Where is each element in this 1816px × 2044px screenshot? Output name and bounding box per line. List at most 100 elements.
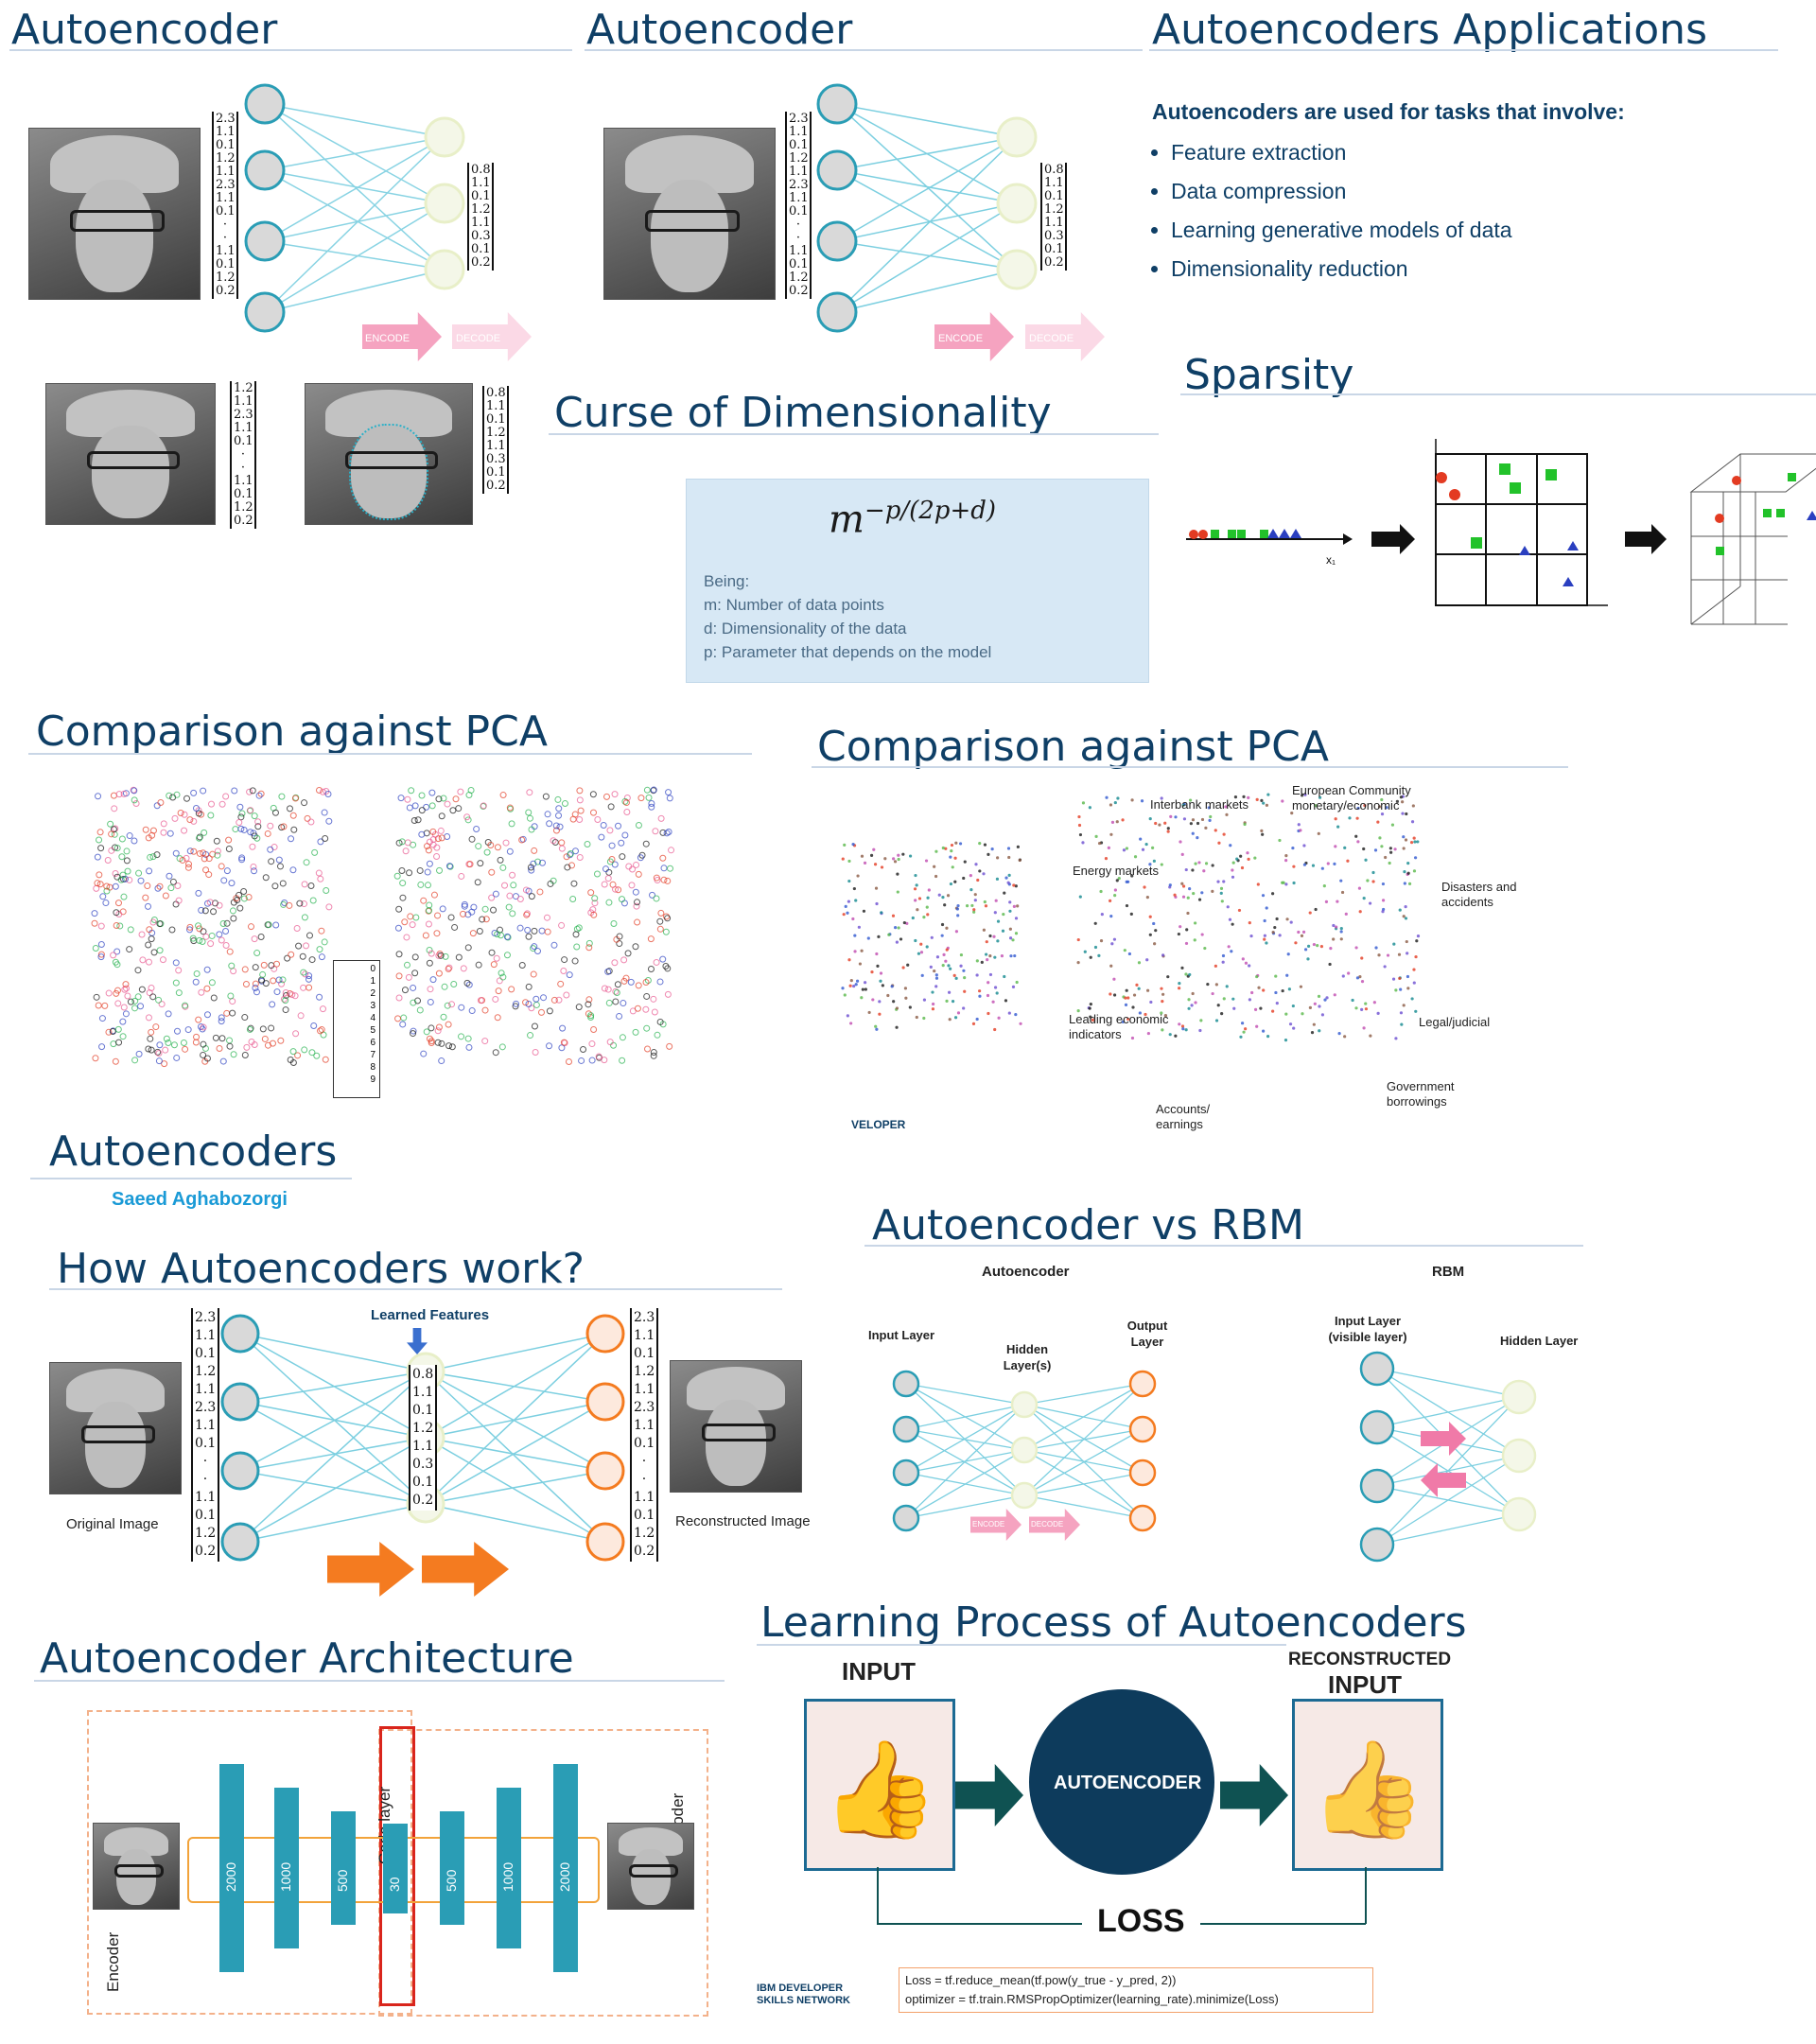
legend-entry: 6 — [370, 1038, 375, 1048]
vector-entry: 0.2 — [1044, 255, 1064, 270]
slide-sparsity: Sparsity x₁ — [1173, 341, 1816, 690]
rbm-hidden-label: Hidden Layer — [1500, 1334, 1579, 1348]
original-label: Original Image — [66, 1516, 159, 1532]
formula: m−p/(2p+d) — [829, 497, 996, 541]
vector-entry: 1.2 — [234, 500, 253, 515]
encode-label: ENCODE — [972, 1520, 1005, 1529]
vector-entry: 0.2 — [195, 1544, 217, 1559]
vector-entry: 1.2 — [195, 1364, 217, 1379]
vector-entry: 1.1 — [634, 1328, 655, 1343]
vector-entry: 1.1 — [789, 125, 809, 139]
vector-entry: 1.2 — [412, 1421, 434, 1436]
vector-entry: 1.2 — [634, 1364, 655, 1379]
vector-entry: 1.1 — [216, 165, 236, 179]
def-line: p: Parameter that depends on the model — [704, 643, 992, 661]
vector-entry: 2.3 — [634, 1400, 655, 1415]
reconstructed-heading-2: INPUT — [1328, 1670, 1402, 1699]
title-rule — [9, 49, 572, 51]
layer-bar — [383, 1823, 408, 1913]
vector-entry: 0.2 — [412, 1493, 434, 1508]
vector-entry: 2.3 — [634, 1310, 655, 1325]
cluster-label: Energy markets — [1073, 864, 1160, 878]
lead-text: Autoencoders are used for tasks that inv… — [1152, 99, 1625, 124]
vector-entry: 0.3 — [412, 1457, 434, 1472]
vector-entry: 1.2 — [789, 151, 809, 166]
vector-entry: 2.3 — [234, 408, 253, 422]
input-vector: 2.3 1.1 0.1 1.2 1.1 2.3 1.1 0.1 · · 1.1 0.1 1.2 0.2 — [212, 112, 238, 299]
vector-entry: 0.1 — [216, 204, 236, 218]
network-diagram — [220, 1314, 625, 1562]
def-line: m: Number of data points — [704, 596, 884, 614]
title-rule — [585, 49, 1143, 51]
vector-entry: 0.2 — [216, 284, 236, 298]
slide-autoencoder-a: Autoencoder 2.3 1.1 0.1 1.2 1.1 2.3 1.1 0.1 · · 1.… — [0, 0, 577, 539]
vector-entry: 1.1 — [634, 1418, 655, 1433]
vector-entry: · — [641, 1472, 647, 1487]
list-item: Data compression — [1171, 179, 1512, 204]
vector-entry: 0.1 — [471, 189, 491, 203]
network-diagram — [244, 83, 465, 333]
code-line: Loss = tf.reduce_mean(tf.pow(y_true - y_… — [905, 1973, 1177, 1987]
thumbs-up-icon: 👍 — [821, 1734, 939, 1844]
portrait-photo — [28, 128, 201, 300]
vector-entry: 1.1 — [216, 191, 236, 205]
title-rule — [1180, 393, 1816, 395]
vector-entry: 2.3 — [195, 1310, 217, 1325]
title-rule — [864, 1245, 1583, 1247]
vector-entry: 1.1 — [486, 439, 506, 453]
vector-entry: 1.1 — [216, 125, 236, 139]
vector-entry: 1.2 — [486, 426, 506, 440]
def-line: d: Dimensionality of the data — [704, 620, 907, 638]
layer-bar — [331, 1811, 356, 1925]
learned-features-label: Learned Features — [371, 1307, 490, 1323]
reconstructed-label: Reconstructed Image — [675, 1513, 811, 1529]
code-line: optimizer = tf.train.RMSPropOptimizer(le… — [905, 1992, 1279, 2006]
autoencoder-network — [892, 1370, 1157, 1532]
vector-entry: 1.2 — [471, 202, 491, 217]
formula-exponent: −p/(2p+d) — [864, 497, 997, 525]
vector-entry: 0.1 — [789, 257, 809, 271]
legend-entry: 0 — [370, 964, 375, 974]
vector-entry: · — [202, 1454, 208, 1469]
decode-label: DECODE — [1031, 1520, 1064, 1529]
vector-entry: 0.2 — [486, 479, 506, 493]
small-vector: 1.2 1.1 2.3 1.1 0.1 · · 1.1 0.1 1.2 0.2 — [230, 381, 256, 529]
title-rule — [549, 433, 1159, 435]
vector-entry: 1.2 — [216, 151, 236, 166]
cluster-label: Government borrowings — [1387, 1079, 1455, 1109]
vector-entry: 0.2 — [789, 284, 809, 298]
slide-title: Autoencoder Architecture — [40, 1634, 574, 1683]
vector-entry: 0.1 — [195, 1346, 217, 1361]
vector-entry: 1.1 — [412, 1439, 434, 1454]
title-rule — [812, 766, 1568, 768]
vector-entry: 1.1 — [634, 1382, 655, 1397]
vector-entry: 0.1 — [471, 242, 491, 256]
sparsity-diagram: x₁ — [1186, 439, 1816, 625]
vector-entry: 2.3 — [789, 178, 809, 192]
layer-bar — [497, 1788, 521, 1948]
layer-size-label: 500 — [335, 1869, 350, 1892]
input-vector: 2.3 1.1 0.1 1.2 1.1 2.3 1.1 0.1 · · 1.1 0.1 1.2 0.2 — [191, 1308, 219, 1562]
slide-title: Curse of Dimensionality — [554, 389, 1052, 437]
vector-entry: 0.1 — [1044, 189, 1064, 203]
vector-entry: · — [641, 1454, 647, 1469]
slide-learning: Learning Process of Autoencoders INPUT R… — [747, 1589, 1580, 2044]
legend-entry: 7 — [370, 1050, 375, 1060]
encoder-box — [87, 1710, 412, 2015]
slide-title: Comparison against PCA — [817, 723, 1329, 771]
vector-entry: 0.8 — [486, 386, 506, 400]
vector-entry: 0.1 — [412, 1475, 434, 1490]
slide-autoencoders-title: Autoencoders Saeed Aghabozorgi — [0, 1116, 851, 1230]
vector-entry: 0.2 — [634, 1544, 655, 1559]
author-name: Saeed Aghabozorgi — [112, 1189, 288, 1210]
thumbs-up-icon: 👍 — [1309, 1734, 1427, 1844]
vector-entry: 1.1 — [486, 399, 506, 413]
layer-bar — [274, 1788, 299, 1948]
title-rule — [28, 753, 752, 755]
cluster-label: Interbank markets — [1150, 797, 1249, 812]
layer-bar — [440, 1811, 464, 1925]
vector-entry: 1.1 — [789, 244, 809, 258]
vector-entry: 1.1 — [412, 1385, 434, 1400]
code-vector: 0.8 1.1 0.1 1.2 1.1 0.3 0.1 0.2 — [409, 1365, 437, 1511]
